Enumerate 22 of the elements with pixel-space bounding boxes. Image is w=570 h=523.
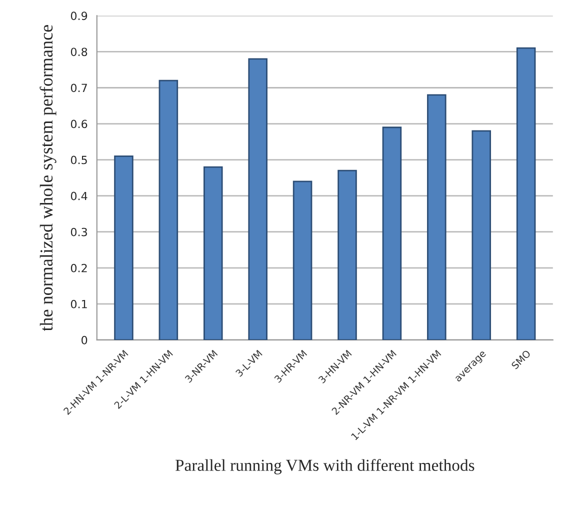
x-axis-title: Parallel running VMs with different methods	[175, 459, 474, 474]
y-tick-label: 0.6	[70, 120, 88, 128]
bar	[472, 130, 492, 340]
y-tick-label: 0.4	[70, 192, 88, 200]
y-tick-label: 0.7	[70, 84, 87, 92]
bar	[158, 80, 178, 340]
bar	[204, 166, 223, 340]
y-tick-label: 0.8	[70, 48, 88, 56]
y-tick-label: 0.3	[70, 228, 87, 236]
bar	[338, 170, 357, 340]
y-axis-title: the normalized whole system performance	[40, 25, 56, 332]
y-tick-label: 0	[82, 336, 88, 344]
bar	[248, 58, 268, 340]
bar	[427, 94, 446, 340]
y-tick-label: 0.1	[70, 300, 87, 308]
bar	[114, 156, 134, 340]
y-tick-label: 0.9	[70, 12, 88, 20]
bar	[516, 47, 536, 340]
y-tick-label: 0.5	[70, 156, 87, 164]
bar	[292, 180, 312, 340]
bar	[382, 126, 402, 340]
y-tick-label: 0.2	[70, 264, 87, 272]
